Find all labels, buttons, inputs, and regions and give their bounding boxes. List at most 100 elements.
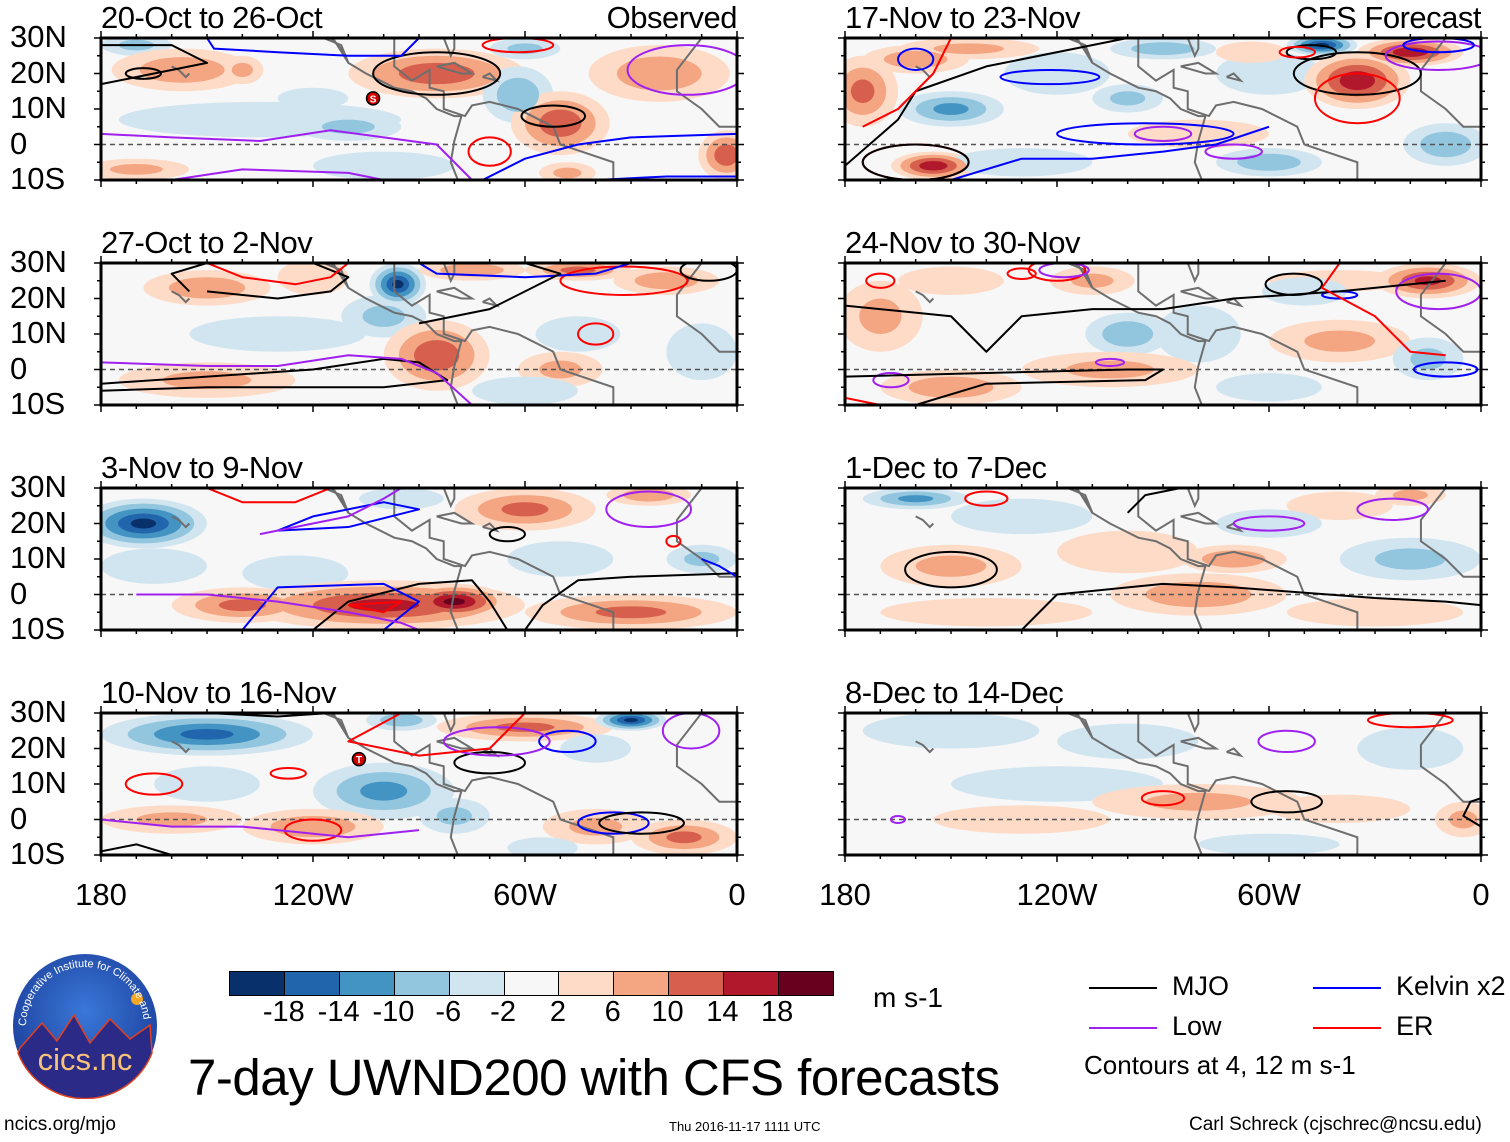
wind-anomaly-fill bbox=[951, 148, 1093, 177]
kelvin-contour bbox=[241, 582, 420, 630]
low-contour bbox=[1232, 515, 1306, 532]
mjo-contour bbox=[524, 572, 737, 630]
legend-note: Contours at 4, 12 m s-1 bbox=[1084, 1050, 1356, 1080]
mjo-contour bbox=[170, 263, 350, 300]
mjo-contour bbox=[845, 368, 1164, 405]
coastline bbox=[322, 263, 463, 405]
wind-anomaly-fill bbox=[880, 598, 1093, 627]
coastline bbox=[436, 736, 476, 750]
wind-anomaly-fill bbox=[1216, 373, 1322, 402]
wind-anomaly-fill bbox=[919, 161, 948, 171]
wind-anomaly-fill bbox=[862, 713, 1040, 749]
wind-anomaly-fill bbox=[1375, 548, 1446, 570]
wind-anomaly-fill bbox=[951, 498, 1093, 535]
coastline bbox=[171, 740, 191, 754]
wind-anomaly-fill bbox=[859, 298, 902, 334]
er-contour bbox=[865, 272, 896, 289]
coastline bbox=[171, 515, 191, 529]
lat-tick-label: 10N bbox=[10, 315, 67, 350]
er-contour bbox=[1278, 45, 1316, 59]
coastline bbox=[393, 263, 615, 405]
colorbar-tick-label: -14 bbox=[317, 996, 360, 1028]
wind-anomaly-fill bbox=[313, 151, 455, 180]
wind-anomaly-fill bbox=[1131, 42, 1195, 56]
coastline bbox=[915, 740, 935, 754]
coastline bbox=[1226, 747, 1244, 758]
wind-anomaly-fill bbox=[1145, 792, 1252, 811]
colorbar-tick-label: 10 bbox=[651, 996, 684, 1028]
er-contour bbox=[1366, 713, 1454, 729]
kelvin-contour bbox=[950, 125, 1270, 180]
wind-anomaly-fill bbox=[933, 805, 1110, 834]
cics-logo[interactable]: Cooperative Institute for Climate and Sa… bbox=[12, 953, 158, 1099]
low-contour bbox=[1038, 263, 1090, 279]
coastline bbox=[675, 713, 737, 803]
er-contour bbox=[347, 713, 526, 757]
tropical-storm-icon[interactable]: T bbox=[351, 751, 367, 767]
mjo-contour bbox=[1285, 44, 1338, 61]
author-credit: Carl Schreck (cjschrec@ncsu.edu) bbox=[1189, 1114, 1482, 1135]
low-contour bbox=[626, 44, 737, 96]
panel-title: 1-Dec to 7-Dec bbox=[845, 450, 1047, 485]
er-contour bbox=[1006, 267, 1037, 280]
uwnd-map-panel bbox=[94, 481, 744, 637]
low-contour bbox=[136, 593, 420, 630]
mjo-contour bbox=[453, 751, 526, 775]
panel-source-tag: Observed bbox=[606, 0, 738, 35]
panel-title: 27-Oct to 2-Nov bbox=[101, 225, 313, 260]
wind-anomaly-fill bbox=[1155, 305, 1241, 363]
low-contour bbox=[1094, 357, 1126, 367]
lon-tick-label: 60W bbox=[493, 877, 557, 912]
kelvin-contour bbox=[277, 501, 420, 532]
low-contour bbox=[101, 354, 473, 405]
coastline bbox=[171, 290, 191, 304]
lat-tick-label: 30N bbox=[10, 469, 67, 504]
tropical-storm-icon[interactable]: S bbox=[365, 91, 381, 106]
legend-swatch-low bbox=[1089, 1027, 1157, 1029]
coastline bbox=[1073, 488, 1094, 514]
legend-swatch-mjo bbox=[1089, 987, 1157, 989]
kelvin-contour bbox=[482, 132, 737, 180]
coastline bbox=[1180, 286, 1220, 300]
er-contour bbox=[559, 265, 689, 296]
colorbar-swatch bbox=[669, 972, 725, 995]
wind-anomaly-fill bbox=[496, 77, 540, 112]
coastline bbox=[1226, 72, 1244, 83]
wind-anomaly-fill bbox=[539, 109, 582, 137]
wind-anomaly-fill bbox=[1102, 321, 1154, 347]
mjo-contour bbox=[418, 263, 562, 325]
er-contour bbox=[348, 600, 403, 614]
low-contour bbox=[1204, 143, 1263, 160]
colorbar-swatch bbox=[449, 972, 505, 995]
kelvin-contour bbox=[897, 47, 935, 71]
wind-anomaly-fill bbox=[398, 62, 475, 85]
kelvin-contour bbox=[206, 38, 420, 57]
source-link[interactable]: ncics.org/mjo bbox=[4, 1114, 116, 1135]
panel-title: 17-Nov to 23-Nov bbox=[845, 0, 1080, 35]
coastline bbox=[436, 286, 476, 300]
colorbar bbox=[229, 971, 834, 996]
coastline bbox=[1180, 736, 1220, 750]
wind-anomaly-fill bbox=[933, 43, 1004, 54]
low-contour bbox=[101, 818, 420, 839]
coastline bbox=[1137, 38, 1359, 180]
panel-title: 3-Nov to 9-Nov bbox=[101, 450, 303, 485]
low-contour bbox=[442, 726, 551, 757]
lat-tick-label: 10S bbox=[10, 161, 66, 196]
coastline bbox=[915, 515, 935, 529]
mjo-contour bbox=[904, 550, 998, 589]
er-contour bbox=[269, 767, 307, 780]
coastline bbox=[1180, 511, 1220, 525]
coastline bbox=[1186, 488, 1200, 509]
coastline bbox=[442, 488, 456, 509]
lat-tick-label: 20N bbox=[10, 279, 67, 315]
wind-anomaly-fill bbox=[933, 103, 969, 115]
wind-anomaly-fill bbox=[1339, 71, 1375, 91]
legend-swatch-kelvin bbox=[1313, 987, 1381, 989]
panel-source-tag: CFS Forecast bbox=[1295, 0, 1482, 35]
wind-anomaly-fill bbox=[231, 62, 253, 78]
low-contour bbox=[1133, 125, 1193, 142]
coastline bbox=[1419, 488, 1481, 578]
wind-anomaly-fill bbox=[507, 837, 578, 855]
mjo-contour bbox=[1462, 797, 1481, 828]
